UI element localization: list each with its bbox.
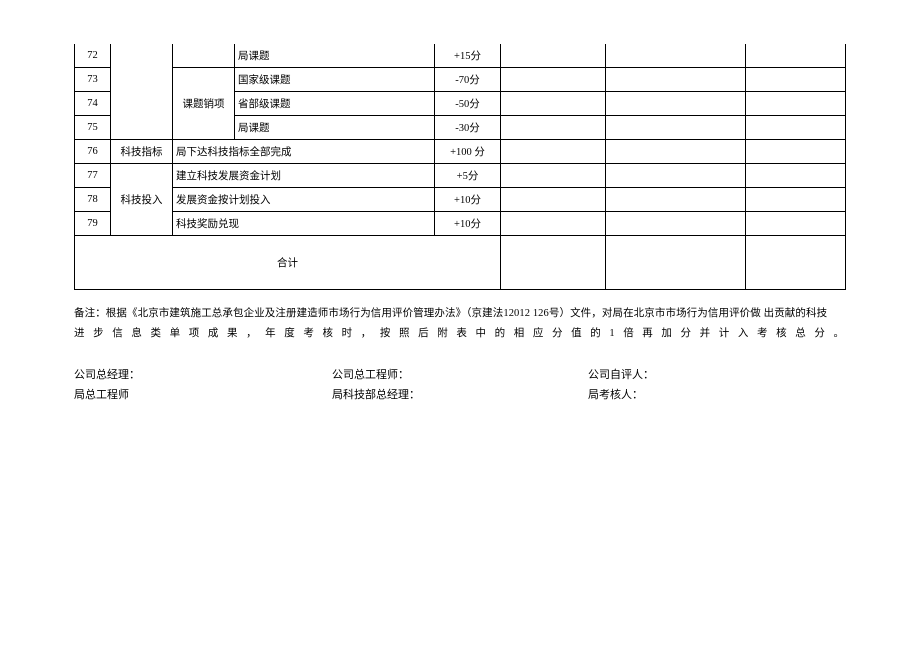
cell-item: 国家级课题 (235, 68, 435, 92)
cell-score: +100 分 (435, 140, 501, 164)
cell-score: +10分 (435, 188, 501, 212)
cell-blank (746, 164, 846, 188)
cell-score: +10分 (435, 212, 501, 236)
cell-num: 75 (75, 116, 111, 140)
footnote-line1: 备注：根据《北京市建筑施工总承包企业及注册建造师市场行为信用评价管理办法》（京建… (74, 304, 846, 324)
cell-num: 78 (75, 188, 111, 212)
signature-row: 公司总经理： 公司总工程师： 公司自评人： (74, 366, 846, 386)
sig-bureau-reviewer: 局考核人： (588, 386, 846, 406)
cell-cat: 科技投入 (111, 164, 173, 236)
cell-blank (746, 92, 846, 116)
cell-sub: 课题销项 (173, 68, 235, 140)
cell-item: 局下达科技指标全部完成 (173, 140, 435, 164)
cell-num: 79 (75, 212, 111, 236)
sig-company-self: 公司自评人： (588, 366, 846, 386)
score-table: 72 局课题 +15分 73 课题销项 国家级课题 -70分 (74, 44, 846, 290)
cell-blank (501, 116, 606, 140)
cell-num: 76 (75, 140, 111, 164)
table-row: 72 局课题 +15分 (75, 44, 846, 68)
cell-item: 发展资金按计划投入 (173, 188, 435, 212)
cell-blank (501, 164, 606, 188)
document-page: 72 局课题 +15分 73 课题销项 国家级课题 -70分 (0, 0, 920, 651)
footnote: 备注：根据《北京市建筑施工总承包企业及注册建造师市场行为信用评价管理办法》（京建… (74, 304, 846, 344)
signature-row: 局总工程师 局科技部总经理： 局考核人： (74, 386, 846, 406)
cell-blank (501, 212, 606, 236)
cell-item: 科技奖励兑现 (173, 212, 435, 236)
cell-blank (606, 116, 746, 140)
cell-blank (501, 68, 606, 92)
table-total-row: 合计 (75, 236, 846, 290)
cell-blank (606, 44, 746, 68)
signature-block: 公司总经理： 公司总工程师： 公司自评人： 局总工程师 局科技部总经理： 局考核… (74, 366, 846, 406)
cell-total-label: 合计 (75, 236, 501, 290)
cell-num: 73 (75, 68, 111, 92)
cell-blank (746, 44, 846, 68)
cell-score: -30分 (435, 116, 501, 140)
table-row: 77 科技投入 建立科技发展资金计划 +5分 (75, 164, 846, 188)
cell-blank (606, 212, 746, 236)
cell-item: 建立科技发展资金计划 (173, 164, 435, 188)
cell-blank (501, 44, 606, 68)
cell-blank (746, 236, 846, 290)
cell-blank (606, 236, 746, 290)
cell-num: 77 (75, 164, 111, 188)
footnote-line2: 进步信息类单项成果，年度考核时，按照后附表中的相应分值的1倍再加分并计入考核总分… (74, 324, 846, 344)
cell-blank (501, 236, 606, 290)
cell-blank (746, 188, 846, 212)
cell-blank (606, 164, 746, 188)
cell-blank (746, 68, 846, 92)
cell-blank (606, 140, 746, 164)
cell-blank (606, 188, 746, 212)
cell-cat: 科技指标 (111, 140, 173, 164)
cell-item: 局课题 (235, 116, 435, 140)
table-row: 76 科技指标 局下达科技指标全部完成 +100 分 (75, 140, 846, 164)
cell-blank (501, 140, 606, 164)
cell-blank (501, 188, 606, 212)
cell-cat (111, 44, 173, 140)
cell-blank (746, 140, 846, 164)
cell-score: -70分 (435, 68, 501, 92)
cell-num: 74 (75, 92, 111, 116)
cell-score: +5分 (435, 164, 501, 188)
table-row: 73 课题销项 国家级课题 -70分 (75, 68, 846, 92)
cell-item: 局课题 (235, 44, 435, 68)
cell-blank (746, 212, 846, 236)
cell-blank (746, 116, 846, 140)
sig-bureau-tech-manager: 局科技部总经理： (332, 386, 588, 406)
cell-blank (501, 92, 606, 116)
cell-score: +15分 (435, 44, 501, 68)
sig-company-engineer: 公司总工程师： (332, 366, 588, 386)
cell-blank (606, 92, 746, 116)
cell-blank (606, 68, 746, 92)
cell-score: -50分 (435, 92, 501, 116)
cell-num: 72 (75, 44, 111, 68)
table-row: 79 科技奖励兑现 +10分 (75, 212, 846, 236)
cell-item: 省部级课题 (235, 92, 435, 116)
sig-company-manager: 公司总经理： (74, 366, 332, 386)
table-row: 78 发展资金按计划投入 +10分 (75, 188, 846, 212)
sig-bureau-engineer: 局总工程师 (74, 386, 332, 406)
cell-sub (173, 44, 235, 68)
